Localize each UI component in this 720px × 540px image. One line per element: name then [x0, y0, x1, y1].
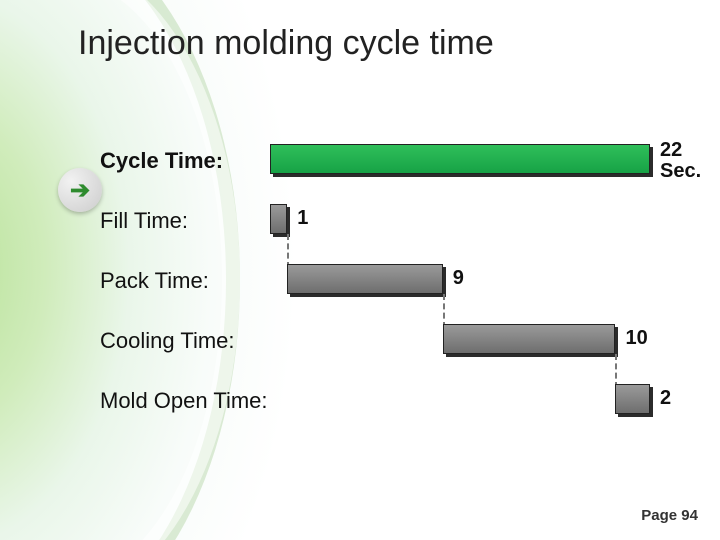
chart-row: Cooling Time: 10	[100, 320, 680, 372]
row-label: Fill Time:	[100, 208, 188, 234]
bar-segment	[270, 204, 287, 234]
value-label: 10	[625, 328, 647, 349]
chart-row: Fill Time: 1	[100, 200, 680, 252]
row-label: Pack Time:	[100, 268, 209, 294]
bar-area: 22 Sec.	[270, 144, 650, 178]
cycle-time-chart: Cycle Time: 22 Sec. Fill Time: 1 Pack Time: 9…	[100, 140, 680, 440]
value-label: 2	[660, 388, 671, 409]
bar-area: 10	[270, 324, 650, 358]
bar-area: 9	[270, 264, 650, 298]
row-label: Mold Open Time:	[100, 388, 268, 414]
chart-row: Cycle Time: 22 Sec.	[100, 140, 680, 192]
row-label: Cooling Time:	[100, 328, 235, 354]
bar-segment	[615, 384, 650, 414]
chart-row: Mold Open Time:2	[100, 380, 680, 432]
value-label: 1	[297, 208, 308, 229]
bar-segment	[287, 264, 442, 294]
arrow-badge-icon: ➔	[58, 168, 102, 212]
bar-area: 2	[270, 384, 650, 418]
page-title: Injection molding cycle time	[78, 24, 494, 63]
row-label: Cycle Time:	[100, 148, 223, 174]
value-label: 22 Sec.	[660, 140, 701, 182]
page-number: Page 94	[641, 507, 698, 524]
bar-area: 1	[270, 204, 650, 238]
bar-segment	[443, 324, 616, 354]
chart-row: Pack Time: 9	[100, 260, 680, 312]
bar-segment	[270, 144, 650, 174]
value-label: 9	[453, 268, 464, 289]
